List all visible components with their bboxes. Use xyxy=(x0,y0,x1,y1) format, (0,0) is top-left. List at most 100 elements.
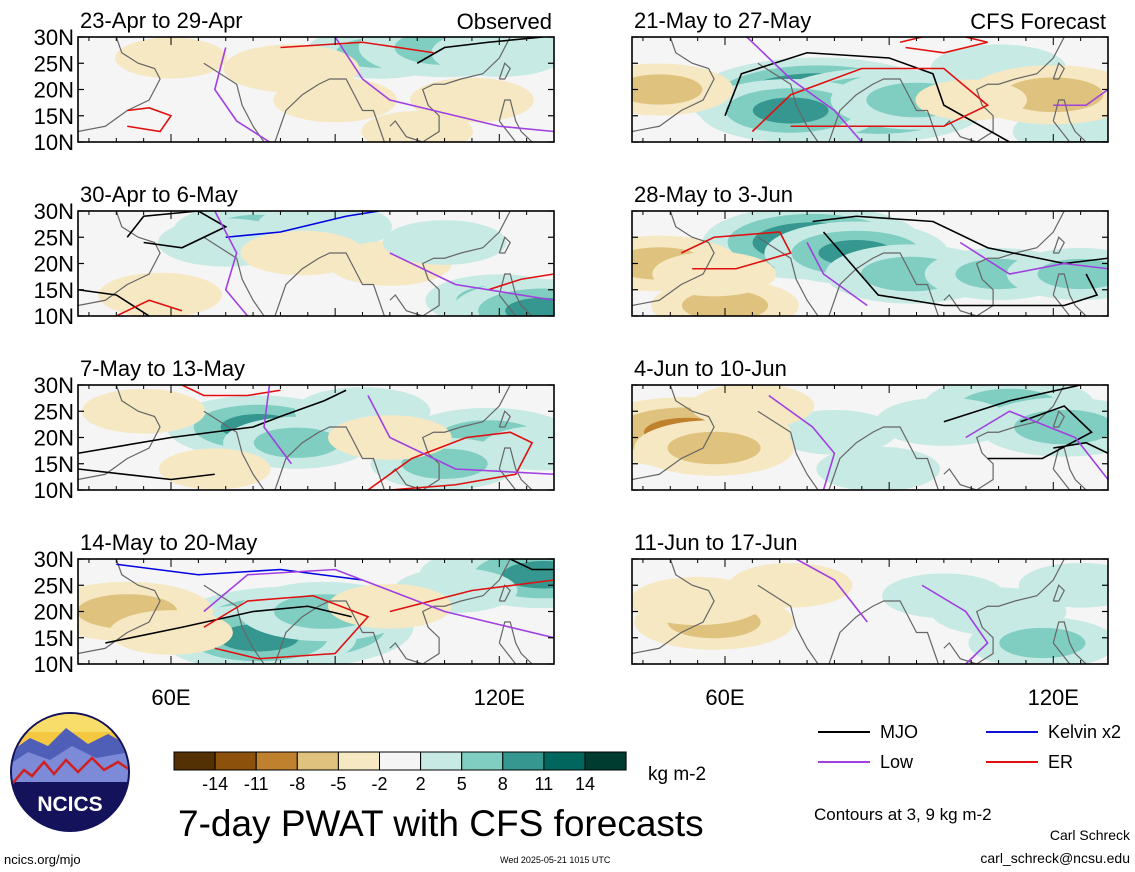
coastline xyxy=(78,559,161,655)
coastline xyxy=(943,211,1065,316)
wave-contour xyxy=(367,431,534,490)
wave-contour xyxy=(213,47,270,142)
legend-label: MJO xyxy=(880,722,918,742)
wave-contour xyxy=(127,107,173,133)
y-tick-label: 10N xyxy=(34,130,74,155)
wave-contour xyxy=(1053,441,1108,454)
pwat-anomaly-region xyxy=(253,427,340,458)
pwat-anomaly-region xyxy=(1018,562,1108,608)
colorbar-label: 2 xyxy=(416,774,426,794)
wave-contour xyxy=(806,242,868,307)
coastline xyxy=(498,62,511,80)
wave-contour xyxy=(943,385,1081,423)
coastline xyxy=(1052,621,1087,664)
coastline xyxy=(757,410,939,490)
colorbar-label: 5 xyxy=(457,774,467,794)
y-tick-label: 25N xyxy=(34,225,74,250)
map-panel: 11-Jun to 17-Jun xyxy=(631,530,1109,665)
colorbar-label: -11 xyxy=(244,774,269,794)
y-tick-label: 20N xyxy=(34,426,74,451)
pwat-anomaly-region xyxy=(273,77,397,123)
pwat-anomaly-region xyxy=(410,77,534,123)
wave-contour xyxy=(987,405,1093,460)
colorbar-swatch xyxy=(296,751,339,771)
coastline xyxy=(1052,584,1065,602)
panel-period-title: 4-Jun to 10-Jun xyxy=(634,356,787,381)
pwat-anomaly-region xyxy=(681,290,769,316)
wave-contour xyxy=(367,395,554,476)
wave-contour xyxy=(509,559,554,571)
colorbar-label: -8 xyxy=(289,774,305,794)
x-tick-label: 60E xyxy=(151,685,190,710)
y-tick-label: 15N xyxy=(34,104,74,129)
wave-contour xyxy=(680,231,792,270)
coastline xyxy=(389,385,511,490)
colorbar-label: -14 xyxy=(202,774,228,794)
coastline xyxy=(203,584,385,664)
wave-contour xyxy=(488,273,554,291)
wave-contour xyxy=(822,231,1099,307)
panel-period-title: 30-Apr to 6-May xyxy=(80,182,238,207)
pwat-anomaly-region xyxy=(81,388,206,434)
coastline xyxy=(1052,410,1065,428)
wave-contour xyxy=(959,241,1108,275)
coastline xyxy=(498,273,533,316)
wave-contour xyxy=(965,410,1108,480)
pwat-anomaly-region xyxy=(115,37,227,79)
colorbar-swatch xyxy=(584,751,627,771)
pwat-anomaly-region xyxy=(431,37,554,77)
coastline xyxy=(943,559,1065,664)
colorbar-units: kg m-2 xyxy=(648,764,706,785)
wave-contour xyxy=(126,211,228,249)
footer-url: ncics.org/mjo xyxy=(4,852,81,867)
coastline xyxy=(632,559,715,655)
pwat-anomaly-region xyxy=(728,562,853,608)
coastline xyxy=(78,37,161,133)
y-tick-label: 30N xyxy=(34,373,74,398)
y-tick-label: 20N xyxy=(34,252,74,277)
coastline xyxy=(203,236,385,316)
y-tick-label: 15N xyxy=(34,452,74,477)
y-tick-label: 20N xyxy=(34,78,74,103)
y-tick-label: 10N xyxy=(34,478,74,503)
colorbar-swatch xyxy=(173,751,216,771)
wave-contour xyxy=(78,468,215,481)
coastline xyxy=(632,37,715,133)
panel-period-title: 28-May to 3-Jun xyxy=(634,182,793,207)
coastline xyxy=(203,410,385,490)
pwat-anomaly-region xyxy=(816,446,941,490)
legend-label: Low xyxy=(880,752,914,772)
pwat-anomaly-region xyxy=(882,573,1006,619)
coastline xyxy=(203,62,385,142)
pwat-anomaly-region xyxy=(690,385,815,429)
y-tick-label: 25N xyxy=(34,399,74,424)
wave-contour xyxy=(389,579,554,613)
wave-contour xyxy=(214,211,249,316)
coastline xyxy=(498,99,533,142)
colorbar-swatch xyxy=(543,751,586,771)
coastline xyxy=(1052,447,1087,490)
column-label: CFS Forecast xyxy=(970,9,1106,34)
map-panel: 4-Jun to 10-Jun xyxy=(631,356,1109,491)
y-tick-label: 25N xyxy=(34,51,74,76)
wave-contour xyxy=(416,37,544,64)
pwat-anomaly-region xyxy=(632,74,703,105)
contour-note: Contours at 3, 9 kg m-2 xyxy=(814,805,992,824)
colorbar: -14 -11 -8 -5 -2 2 5 8 11 14 xyxy=(173,751,627,794)
logo-text: NCICS xyxy=(37,793,102,816)
coastline xyxy=(1052,236,1065,254)
colorbar-swatch xyxy=(420,751,463,771)
map-panel: 21-May to 27-May CFS Forecast xyxy=(631,8,1109,143)
wave-contour xyxy=(768,394,836,490)
wave-contour xyxy=(389,252,554,302)
wave-contour xyxy=(921,584,989,664)
map-panel: 28-May to 3-Jun xyxy=(631,182,1109,317)
coastline xyxy=(632,211,715,307)
colorbar-swatch xyxy=(379,751,422,771)
x-tick-label: 120E xyxy=(474,685,525,710)
wave-contour xyxy=(746,37,863,142)
coastline xyxy=(389,559,511,664)
panel-period-title: 11-Jun to 17-Jun xyxy=(634,530,797,555)
